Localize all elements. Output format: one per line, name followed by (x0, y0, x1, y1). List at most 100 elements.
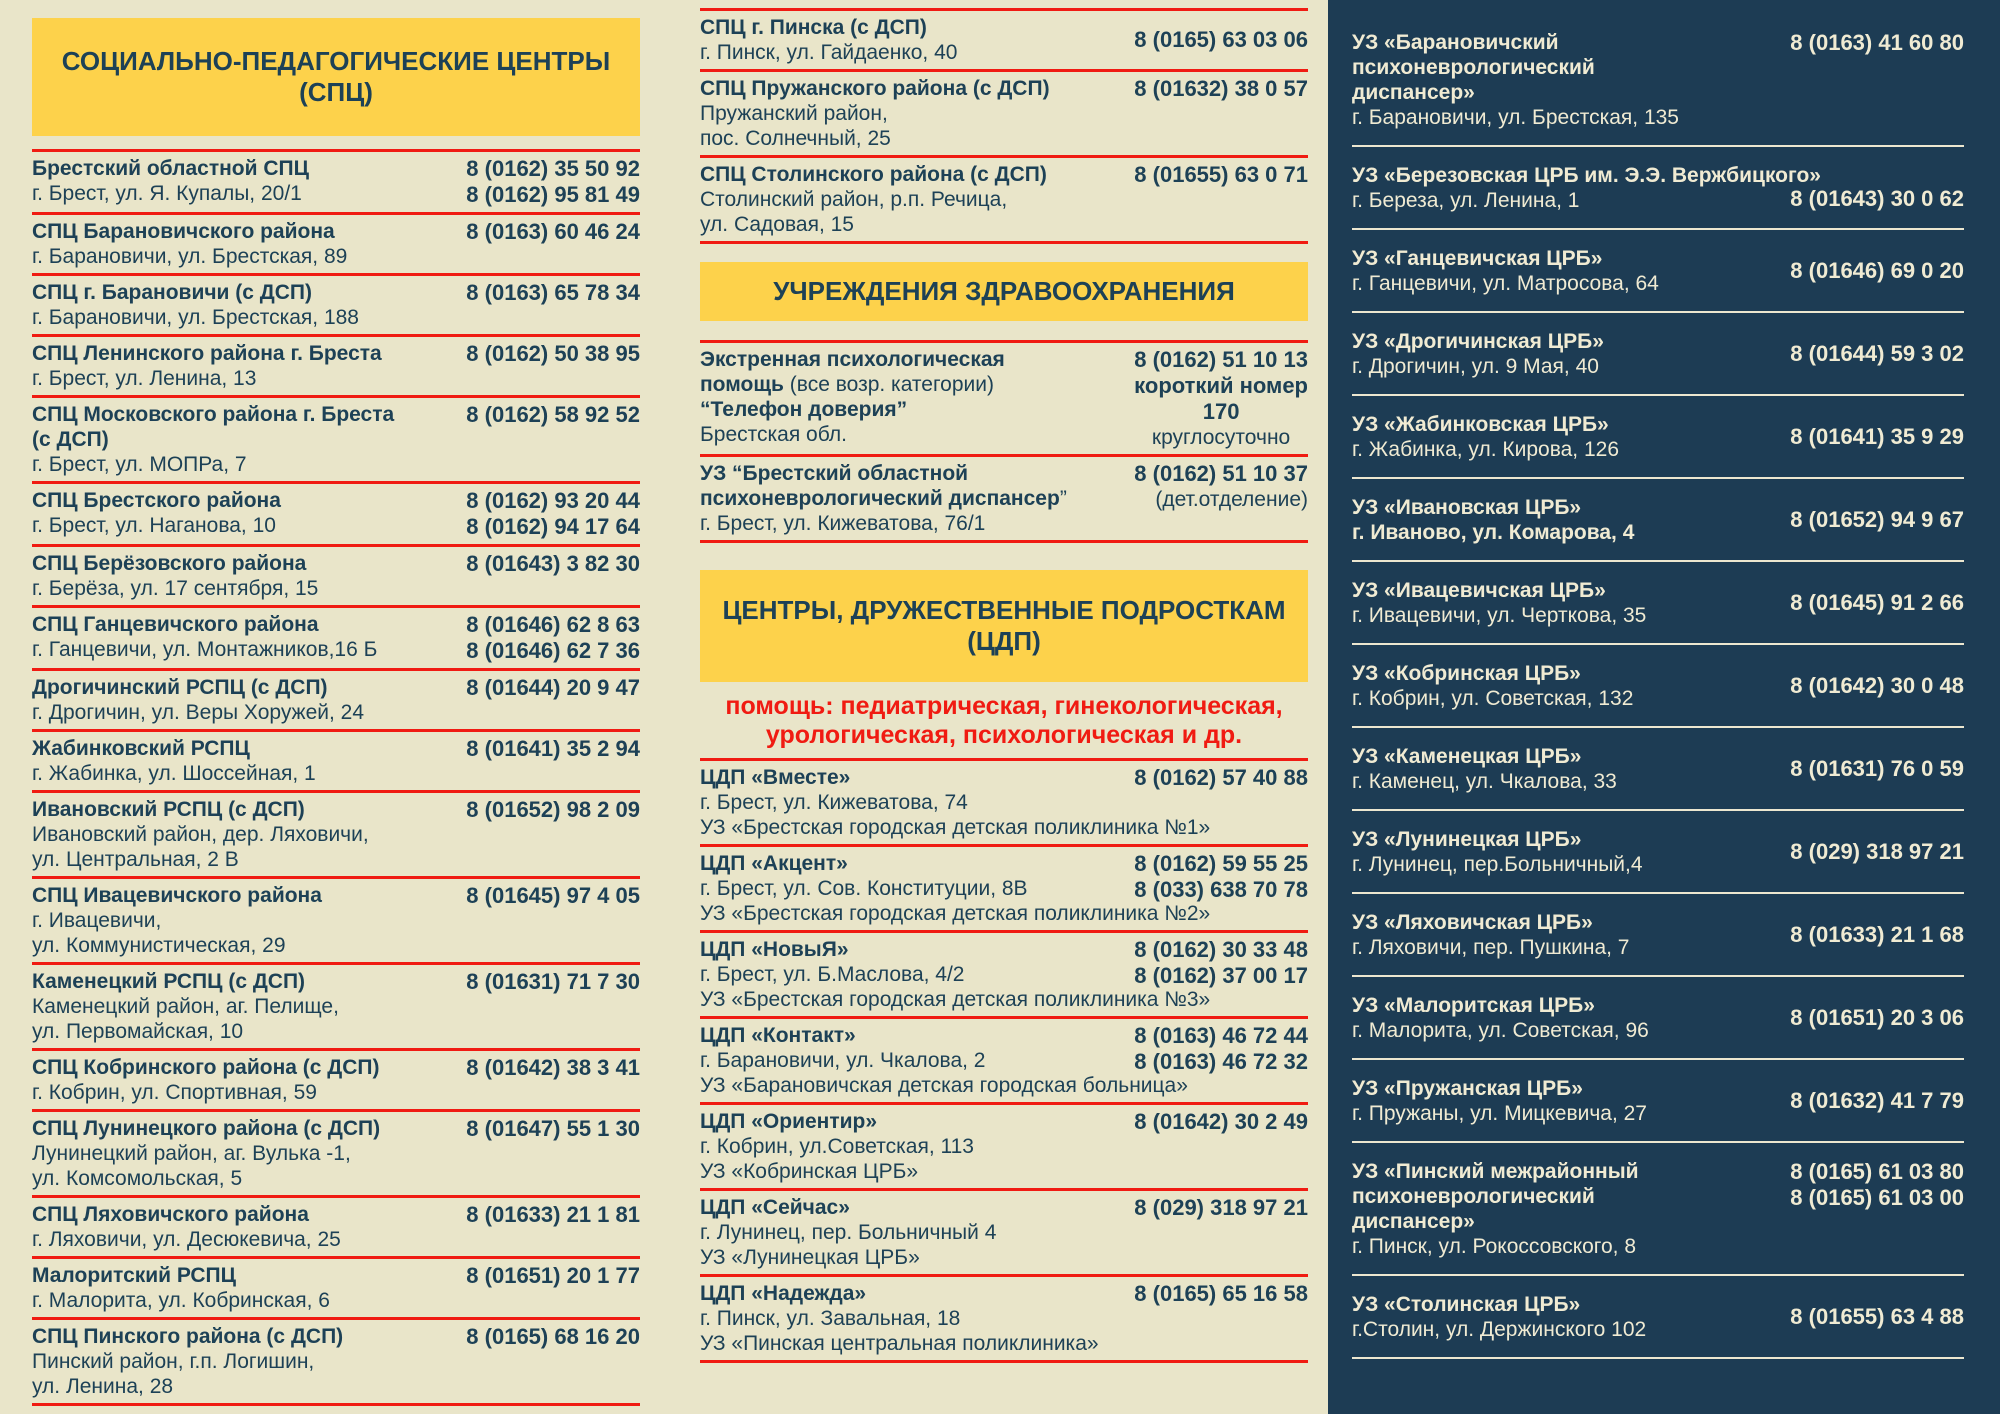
directory-entry: УЗ “Брестский областной психоневрологичес… (700, 457, 1308, 543)
directory-entry: СПЦ Берёзовского района г. Берёза, ул. 17… (32, 547, 640, 608)
directory-entry: Брестский областной СПЦ г. Брест, ул. Я. … (32, 149, 640, 215)
phone-numbers: 8 (0162) 58 92 52 (466, 402, 640, 427)
directory-entry: ЦДП «Контакт» г. Барановичи, ул. Чкалова,… (700, 1019, 1308, 1105)
directory-entry: Жабинковский РСПЦ г. Жабинка, ул. Шоссейн… (32, 732, 640, 793)
column-uz-hospitals: УЗ «Барановичский психоневрологический дис… (1328, 0, 2000, 1414)
directory-entry: УЗ «Ивацевичская ЦРБ» г. Ивацевичи, ул. Ч… (1352, 562, 1964, 645)
directory-entry: УЗ «Кобринская ЦРБ» г. Кобрин, ул. Советс… (1352, 645, 1964, 728)
directory-entry: УЗ «Ивановская ЦРБ» г. Иваново, ул. Комар… (1352, 479, 1964, 562)
entry-text: УЗ «Каменецкая ЦРБ» г. Каменец, ул. Чкало… (1352, 745, 1617, 793)
entry-text: Малоритский РСПЦ г. Малорита, ул. Кобринс… (32, 1264, 330, 1312)
entry-text: СПЦ Столинского района (с ДСП) Столинский… (700, 163, 1047, 236)
entry-text: ЦДП «Ориентир» г. Кобрин, ул.Советская, 1… (700, 1110, 974, 1183)
phone-numbers: 8 (01645) 97 4 05 (466, 883, 640, 908)
directory-entry: СПЦ Ивацевичского района г. Ивацевичи, ул.… (32, 879, 640, 965)
phone-numbers: 8 (0162) 50 38 95 (466, 341, 640, 366)
entry-text: СПЦ Ганцевичского района г. Ганцевичи, ул… (32, 613, 378, 661)
phone-numbers: 8 (0163) 46 72 44 8 (0163) 46 72 32 (1134, 1023, 1308, 1074)
directory-entry: Малоритский РСПЦ г. Малорита, ул. Кобринс… (32, 1259, 640, 1320)
phone-numbers: 8 (01641) 35 9 29 (1790, 424, 1964, 449)
phone-numbers: 8 (01652) 98 2 09 (466, 797, 640, 822)
entry-text: УЗ «Ивановская ЦРБ» г. Иваново, ул. Комар… (1352, 496, 1635, 544)
uz-list: УЗ «Барановичский психоневрологический дис… (1352, 14, 1964, 1359)
spc-list: Брестский областной СПЦ г. Брест, ул. Я. … (32, 149, 640, 1406)
entry-text: УЗ «Лунинецкая ЦРБ» г. Лунинец, пер.Больн… (1352, 828, 1643, 876)
phone-numbers: 8 (01632) 41 7 79 (1790, 1088, 1964, 1113)
phone-numbers: 8 (01651) 20 1 77 (466, 1263, 640, 1288)
directory-entry: УЗ «Каменецкая ЦРБ» г. Каменец, ул. Чкало… (1352, 728, 1964, 811)
directory-entry: СПЦ Столинского района (с ДСП) Столинский… (700, 158, 1308, 244)
directory-entry: Ивановский РСПЦ (с ДСП) Ивановский район,… (32, 793, 640, 879)
directory-entry: СПЦ Ганцевичского района г. Ганцевичи, ул… (32, 608, 640, 671)
entry-text: УЗ «Пинский межрайонный психоневрологичес… (1352, 1160, 1639, 1258)
entry-text: СПЦ г. Барановичи (с ДСП) г. Барановичи, … (32, 281, 359, 329)
directory-entry: ЦДП «Сейчас» г. Лунинец, пер. Больничный … (700, 1191, 1308, 1277)
phone-numbers: 8 (0165) 61 03 80 8 (0165) 61 03 00 (1790, 1159, 1964, 1210)
phone-numbers: 8 (01643) 3 82 30 (466, 551, 640, 576)
directory-entry: СПЦ г. Барановичи (с ДСП) г. Барановичи, … (32, 276, 640, 337)
directory-entry: ЦДП «Ориентир» г. Кобрин, ул.Советская, 1… (700, 1105, 1308, 1191)
entry-text: СПЦ Лунинецкого района (с ДСП) Лунинецкий… (32, 1117, 381, 1190)
entry-text: ЦДП «Контакт» г. Барановичи, ул. Чкалова,… (700, 1024, 1188, 1097)
phone-numbers: 8 (0162) 59 55 25 8 (033) 638 70 78 (1134, 851, 1308, 902)
phone-numbers: 8 (0163) 60 46 24 (466, 219, 640, 244)
phone-numbers: 8 (01646) 69 0 20 (1790, 258, 1964, 283)
directory-entry: УЗ «Лунинецкая ЦРБ» г. Лунинец, пер.Больн… (1352, 811, 1964, 894)
section-header-health: УЧРЕЖДЕНИЯ ЗДРАВООХРАНЕНИЯ (700, 262, 1308, 321)
phone-numbers: 8 (0162) 51 10 13 короткий номер 170 кругло… (1134, 347, 1308, 449)
entry-text: УЗ «Ивацевичская ЦРБ» г. Ивацевичи, ул. Ч… (1352, 579, 1647, 627)
entry-text: ЦДП «Сейчас» г. Лунинец, пер. Больничный … (700, 1196, 997, 1269)
phone-numbers: 8 (01633) 21 1 68 (1790, 922, 1964, 947)
directory-entry: СПЦ Лунинецкого района (с ДСП) Лунинецкий… (32, 1112, 640, 1198)
phone-numbers: 8 (01643) 30 0 62 (1790, 186, 1964, 211)
entry-text: ЦДП «Вместе» г. Брест, ул. Кижеватова, 74… (700, 766, 1211, 839)
phone-numbers: 8 (01655) 63 4 88 (1790, 1304, 1964, 1329)
directory-entry: ЦДП «Надежда» г. Пинск, ул. Завальная, 18… (700, 1277, 1308, 1363)
entry-text: УЗ «Барановичский психоневрологический дис… (1352, 31, 1679, 129)
entry-text: УЗ “Брестский областной психоневрологичес… (700, 462, 1067, 535)
entry-text: СПЦ Ленинского района г. Бреста г. Брест,… (32, 342, 382, 390)
entry-text: Дрогичинский РСПЦ (с ДСП) г. Дрогичин, ул… (32, 676, 365, 724)
phone-numbers: 8 (01646) 62 8 63 8 (01646) 62 7 36 (466, 612, 640, 663)
entry-text: СПЦ Московского района г. Бреста (с ДСП) г… (32, 403, 395, 476)
phone-numbers: 8 (01645) 91 2 66 (1790, 590, 1964, 615)
entry-text: СПЦ Пружанского района (с ДСП) Пружанский… (700, 77, 1050, 150)
entry-text: УЗ «Пружанская ЦРБ» г. Пружаны, ул. Мицке… (1352, 1077, 1647, 1125)
phone-numbers: 8 (0162) 93 20 44 8 (0162) 94 17 64 (466, 488, 640, 539)
entry-text: Брестский областной СПЦ г. Брест, ул. Я. … (32, 157, 309, 205)
phone-numbers: 8 (0165) 68 16 20 (466, 1324, 640, 1349)
directory-entry: Экстренная психологическая помощь (все во… (700, 340, 1308, 457)
directory-entry: УЗ «Пружанская ЦРБ» г. Пружаны, ул. Мицке… (1352, 1060, 1964, 1143)
entry-text: УЗ «Малоритская ЦРБ» г. Малорита, ул. Сов… (1352, 994, 1649, 1042)
entry-text: Экстренная психологическая помощь (все во… (700, 348, 1005, 446)
phone-numbers: 8 (01642) 38 3 41 (466, 1055, 640, 1080)
entry-text: УЗ «Жабинковская ЦРБ» г. Жабинка, ул. Кир… (1352, 413, 1620, 461)
directory-entry: СПЦ Ляховичского района г. Ляховичи, ул. … (32, 1198, 640, 1259)
entry-text: СПЦ г. Пинска (с ДСП) г. Пинск, ул. Гайда… (700, 16, 958, 64)
directory-entry: УЗ «Дрогичинская ЦРБ» г. Дрогичин, ул. 9 … (1352, 313, 1964, 396)
entry-text: СПЦ Берёзовского района г. Берёза, ул. 17… (32, 552, 319, 600)
phone-numbers: 8 (0163) 65 78 34 (466, 280, 640, 305)
phone-numbers: 8 (01651) 20 3 06 (1790, 1005, 1964, 1030)
cdp-subtitle: помощь: педиатрическая, гинекологическая… (725, 692, 1283, 749)
phone-numbers: 8 (01647) 55 1 30 (466, 1116, 640, 1141)
directory-entry: ЦДП «НовыЯ» г. Брест, ул. Б.Маслова, 4/2 У… (700, 933, 1308, 1019)
section-header-spc: СОЦИАЛЬНО-ПЕДАГОГИЧЕСКИЕ ЦЕНТРЫ (СПЦ) (32, 18, 640, 136)
entry-text: УЗ «Ганцевичская ЦРБ» г. Ганцевичи, ул. М… (1352, 247, 1659, 295)
entry-text: СПЦ Ляховичского района г. Ляховичи, ул. … (32, 1203, 341, 1251)
directory-entry: УЗ «Ганцевичская ЦРБ» г. Ганцевичи, ул. М… (1352, 230, 1964, 313)
entry-text: СПЦ Кобринского района (с ДСП) г. Кобрин,… (32, 1056, 380, 1104)
phone-numbers: 8 (01632) 38 0 57 (1134, 76, 1308, 101)
directory-entry: УЗ «Барановичский психоневрологический дис… (1352, 14, 1964, 147)
phone-numbers: 8 (029) 318 97 21 (1134, 1195, 1308, 1220)
directory-entry: УЗ «Пинский межрайонный психоневрологичес… (1352, 1143, 1964, 1276)
directory-entry: СПЦ Брестского района г. Брест, ул. Наган… (32, 484, 640, 547)
entry-text: УЗ «Ляховичская ЦРБ» г. Ляховичи, пер. Пу… (1352, 911, 1630, 959)
entry-text: ЦДП «НовыЯ» г. Брест, ул. Б.Маслова, 4/2 У… (700, 938, 1211, 1011)
entry-text: СПЦ Барановичского района г. Барановичи, … (32, 220, 348, 268)
phone-numbers: 8 (01644) 59 3 02 (1790, 341, 1964, 366)
entry-text: УЗ «Столинская ЦРБ» г.Столин, ул. Держинс… (1352, 1293, 1647, 1341)
entry-text: Жабинковский РСПЦ г. Жабинка, ул. Шоссейн… (32, 737, 316, 785)
cdp-list: ЦДП «Вместе» г. Брест, ул. Кижеватова, 74… (700, 758, 1308, 1363)
